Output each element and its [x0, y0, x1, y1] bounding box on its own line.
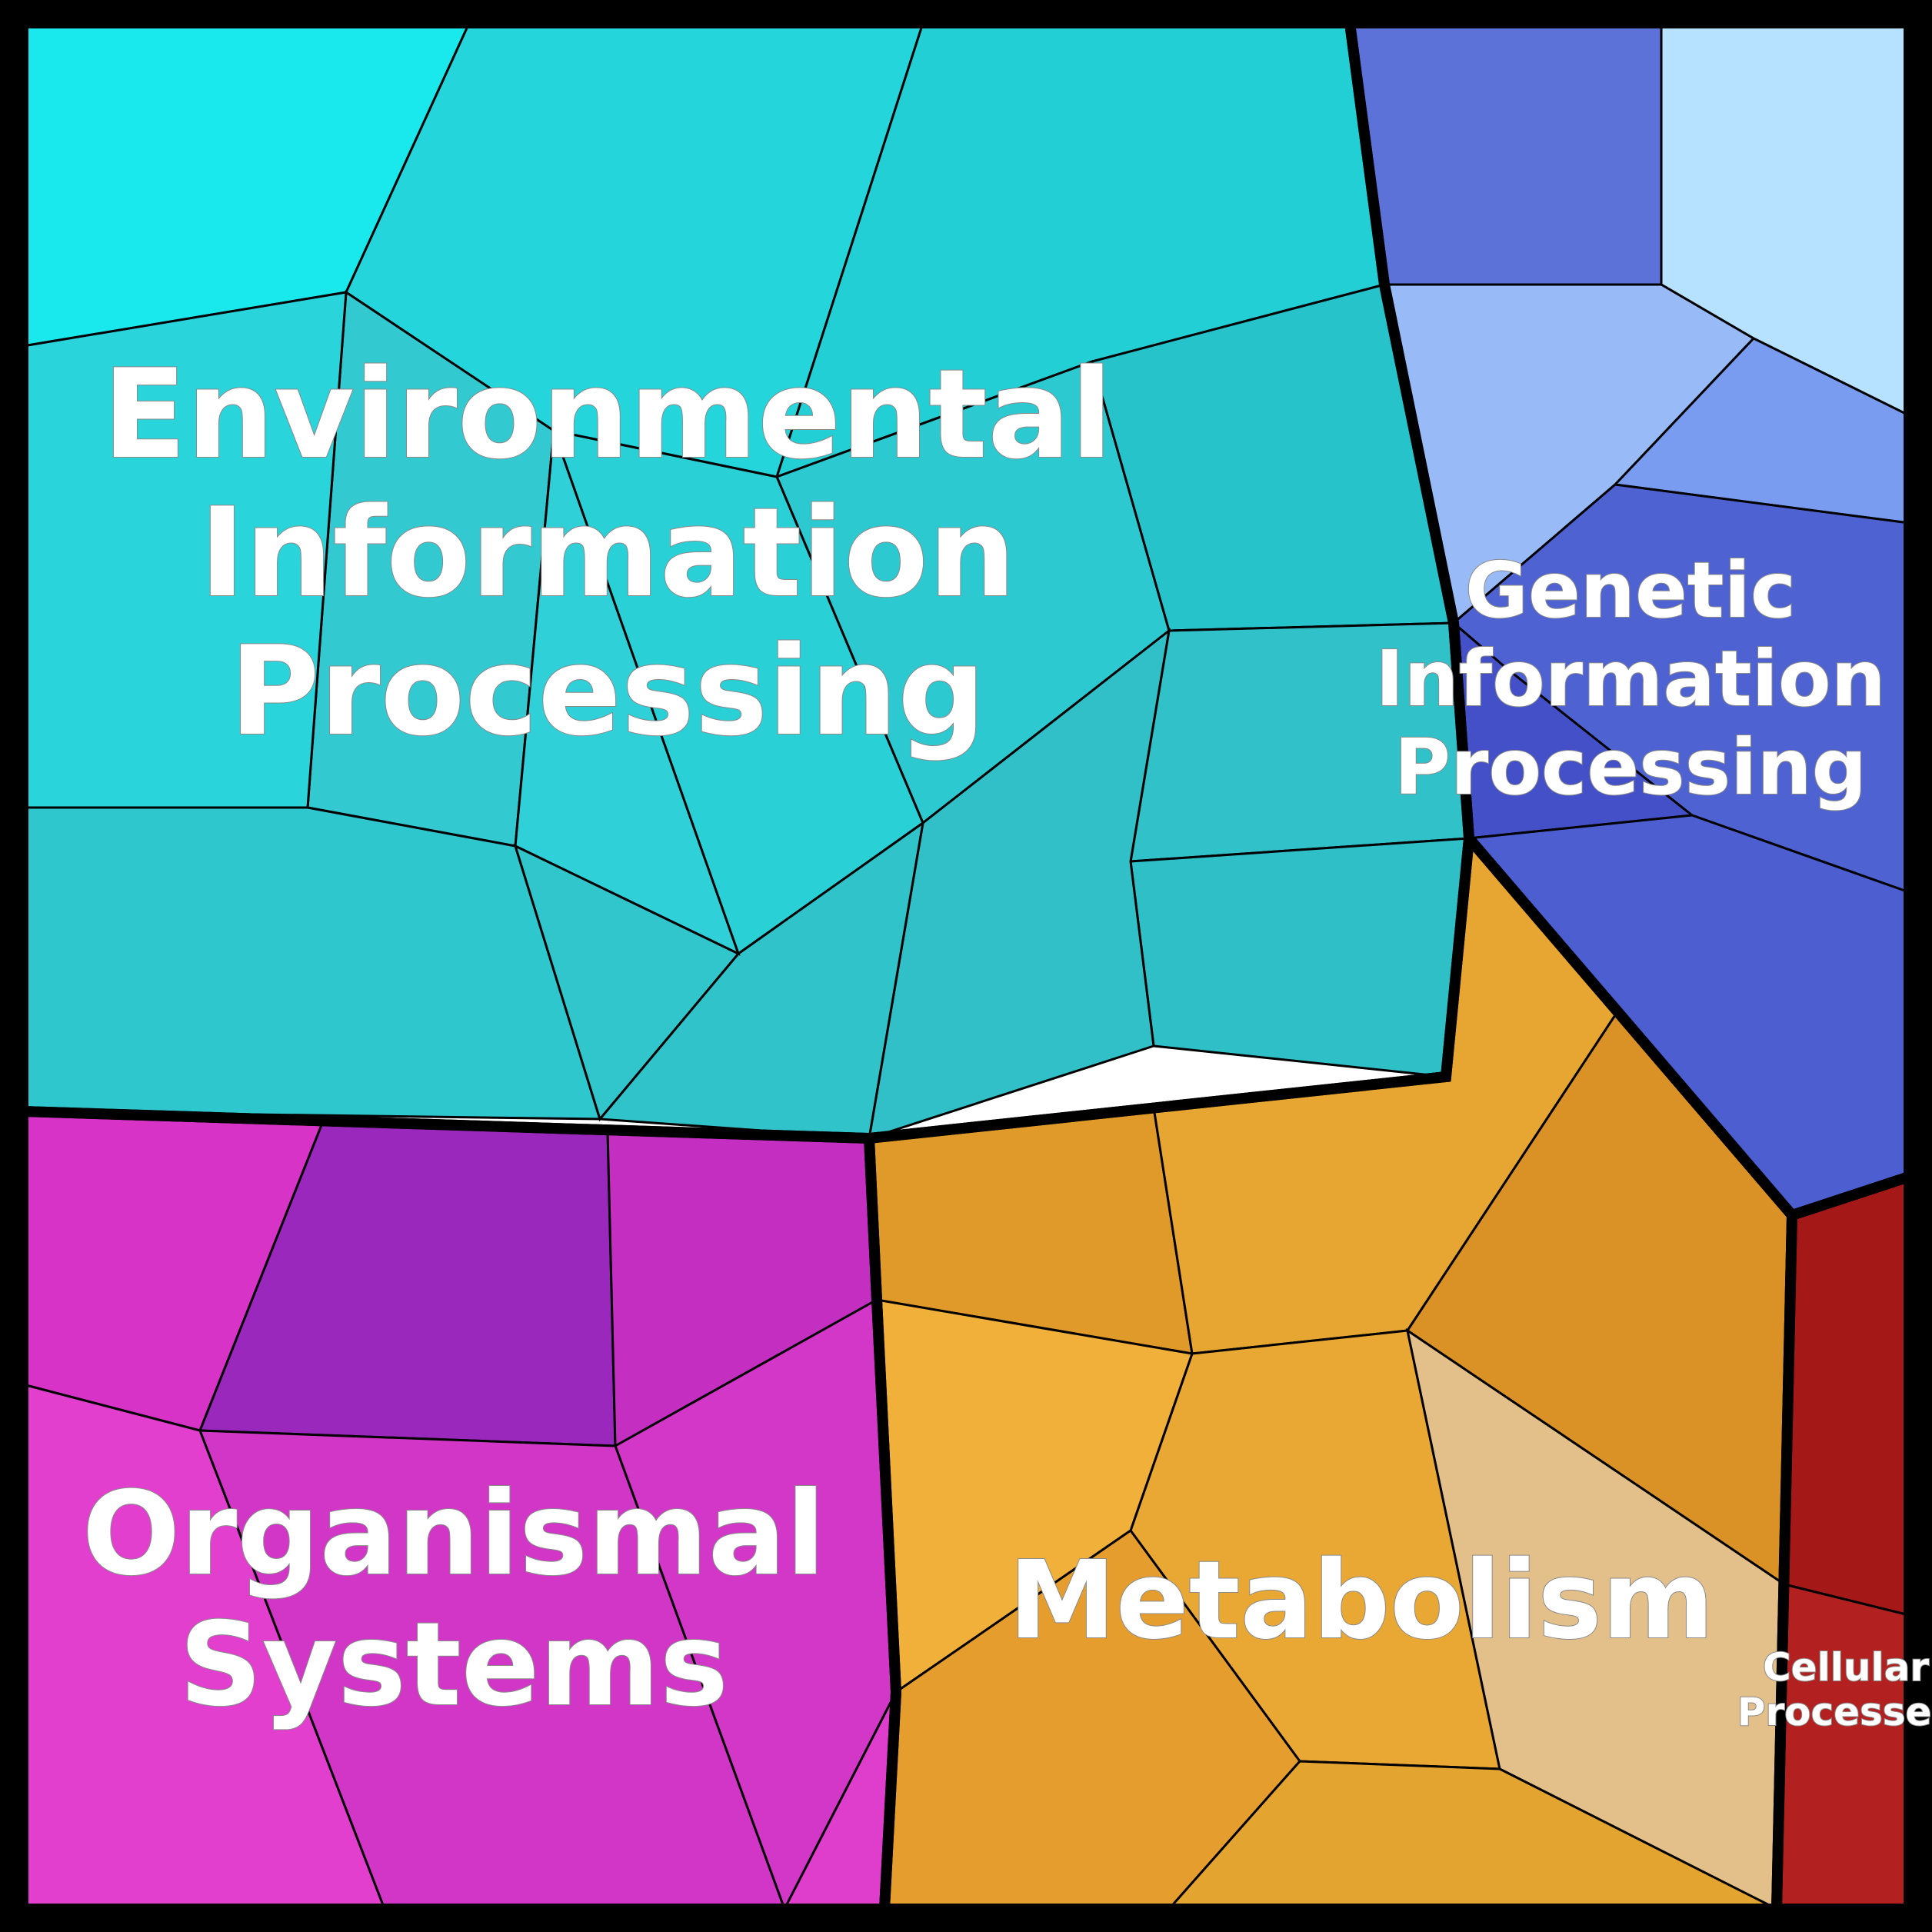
region-label-organismal: OrganismalSystems: [82, 1467, 826, 1732]
region-label-metabolism: Metabolism: [1008, 1538, 1714, 1664]
region-label-line: Processing: [229, 619, 985, 763]
region-cellular: [1777, 1177, 1909, 1909]
region-label-line: Environmental: [102, 342, 1113, 486]
region-label-line: Genetic: [1465, 545, 1796, 635]
cell: [1350, 23, 1661, 285]
region-label-line: Processes: [1737, 1690, 1932, 1734]
cell: [23, 808, 600, 1119]
region-label-line: Information: [1375, 634, 1886, 724]
region-label-line: Systems: [179, 1598, 728, 1732]
cell: [1777, 1584, 1909, 1909]
cell: [1784, 1177, 1909, 1615]
region-label-line: Processing: [1394, 722, 1867, 812]
region-label-environmental: EnvironmentalInformationProcessing: [102, 342, 1113, 763]
cell: [1131, 838, 1469, 1077]
region-label-cellular: CellularProcesses: [1737, 1645, 1932, 1734]
region-label-line: Organismal: [82, 1467, 826, 1601]
voronoi-treemap: EnvironmentalInformationProcessingGeneti…: [0, 0, 1932, 1932]
region-label-line: Information: [199, 481, 1016, 625]
region-label-line: Metabolism: [1008, 1538, 1714, 1664]
region-label-line: Cellular: [1763, 1645, 1929, 1690]
